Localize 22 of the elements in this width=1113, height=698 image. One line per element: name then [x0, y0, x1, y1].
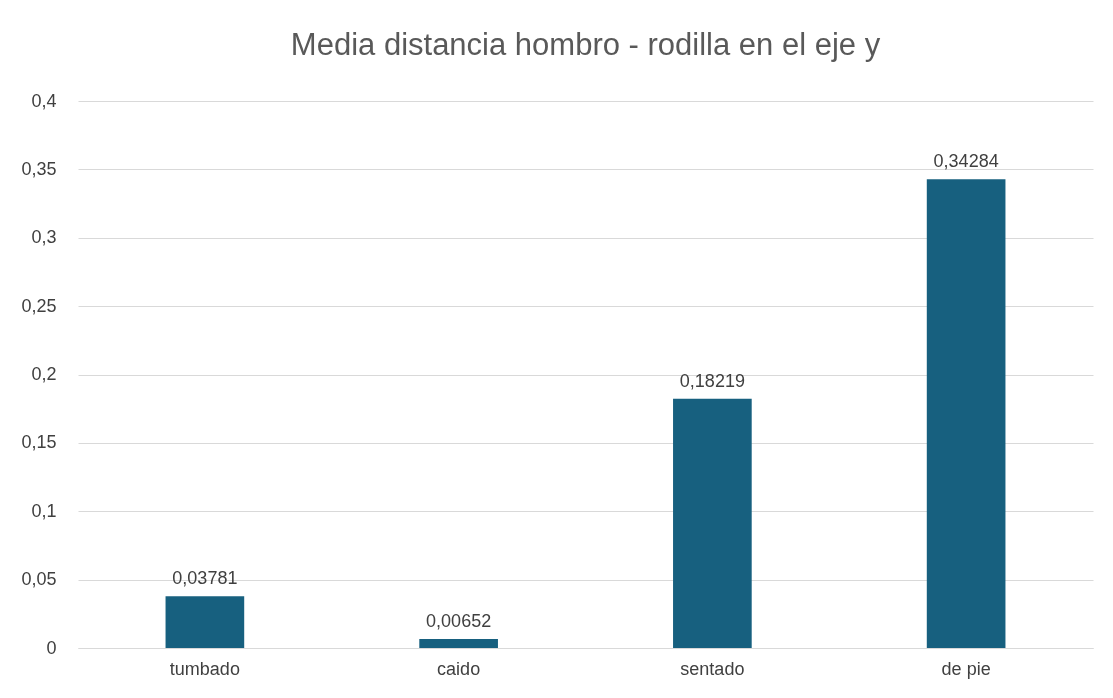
- y-tick-label: 0: [46, 637, 57, 658]
- data-label: 0,18219: [679, 370, 745, 391]
- x-tick-label: caido: [437, 658, 481, 679]
- y-tick-label: 0,25: [21, 295, 57, 316]
- x-tick-label: sentado: [680, 658, 745, 679]
- x-tick-label: tumbado: [169, 658, 240, 679]
- y-tick-label: 0,1: [31, 500, 57, 521]
- bar: [926, 179, 1006, 648]
- y-tick-label: 0,4: [31, 90, 57, 111]
- y-tick-label: 0,2: [31, 364, 57, 384]
- y-tick-label: 0,05: [21, 569, 57, 590]
- bar: [673, 398, 752, 648]
- y-tick-label: 0,15: [21, 432, 57, 453]
- chart-title: Media distancia hombro - rodilla en el eje y: [290, 27, 881, 62]
- data-label: 0,00652: [426, 611, 492, 632]
- data-label: 0,03781: [172, 568, 238, 589]
- y-tick-label: 0,3: [31, 227, 57, 248]
- bar: [165, 596, 245, 648]
- x-tick-label: de pie: [941, 658, 991, 679]
- bar: [419, 639, 498, 648]
- data-label: 0,34284: [933, 151, 999, 172]
- y-tick-label: 0,35: [21, 158, 57, 179]
